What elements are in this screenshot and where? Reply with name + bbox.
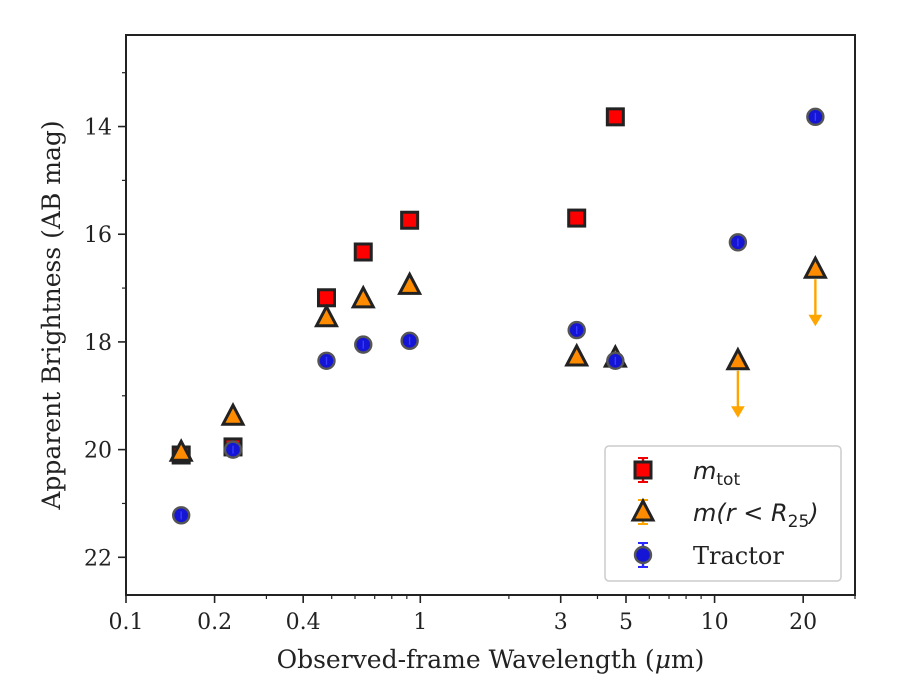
legend-tractor-marker	[633, 545, 653, 565]
m-r25-point	[220, 402, 246, 426]
y-tick-label: 18	[84, 331, 112, 356]
m-r25-point	[350, 284, 376, 309]
y-tick-label: 14	[84, 116, 112, 141]
mtot-point	[353, 242, 373, 262]
y-tick-label: 16	[84, 223, 112, 248]
m-r25-point	[725, 346, 751, 371]
x-axis-label: Observed-frame Wavelength (μm)	[277, 645, 705, 674]
legend-mtot-marker	[633, 460, 653, 480]
legend-label: mtot	[693, 457, 740, 490]
x-tick-label: 3	[554, 610, 568, 635]
upper-limit-arrow-head	[808, 314, 823, 327]
y-tick-label: 22	[84, 546, 112, 571]
x-tick-label: 10	[701, 610, 729, 635]
m-r25-point	[397, 271, 423, 295]
x-tick-label: 5	[619, 610, 633, 635]
mtot-point	[316, 288, 336, 308]
x-tick-label: 20	[789, 610, 817, 635]
legend-box	[604, 445, 842, 582]
x-tick-label: 0.1	[109, 610, 144, 635]
m-r25-point	[168, 438, 194, 462]
mtot-point	[605, 107, 625, 127]
legend-label: Tractor	[693, 542, 784, 570]
mtot-point	[567, 208, 587, 228]
mtot-point	[400, 210, 420, 230]
upper-limit-arrow-head	[731, 406, 745, 418]
y-axis-label: Apparent Brightness (AB mag)	[37, 120, 66, 510]
m-r25-point	[564, 342, 590, 367]
m-r25-point	[314, 303, 339, 328]
plot-frame	[125, 34, 856, 596]
legend-label: m(r < R25)	[693, 499, 819, 532]
x-tick-label: 1	[413, 610, 427, 635]
x-tick-label: 0.4	[286, 610, 321, 635]
x-tick-label: 0.2	[197, 610, 232, 635]
y-tick-label: 20	[84, 439, 112, 464]
legend-r25-marker	[630, 497, 656, 522]
m-r25-point	[802, 255, 828, 279]
